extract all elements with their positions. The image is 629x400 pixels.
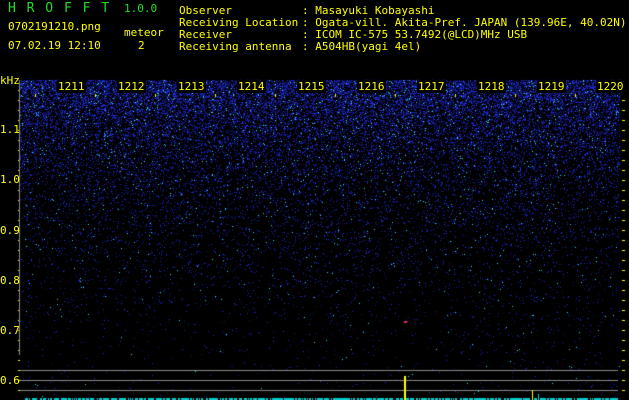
- file-name: 0702191210.png: [8, 20, 101, 33]
- file-datetime: 07.02.19 12:10: [8, 39, 101, 52]
- info-value-antenna: : A504HB(yagi 4el): [302, 40, 422, 53]
- info-value-receiver: : ICOM IC-575 53.7492(@LCD)MHz USB: [302, 28, 528, 41]
- info-label-location: Receiving Location: [179, 16, 299, 29]
- y-tick-label: 0.8: [0, 274, 20, 287]
- app-version: 1.0.0: [124, 2, 158, 15]
- y-tick-label: 0.7: [0, 324, 20, 337]
- info-value-observer: : Masayuki Kobayashi: [302, 4, 435, 17]
- info-label-observer: Observer: [179, 4, 232, 17]
- x-tick-label: 1215: [297, 80, 326, 93]
- app-logo: H R O F F T: [8, 1, 111, 16]
- info-label-antenna: Receiving antenna: [179, 40, 292, 53]
- x-tick-label: 1212: [117, 80, 146, 93]
- y-axis-unit: kHz: [0, 74, 20, 87]
- x-tick-label: 1218: [477, 80, 506, 93]
- meteor-label: meteor: [124, 26, 164, 39]
- y-tick-label: 0.9: [0, 224, 20, 237]
- y-tick-label: 1.1: [0, 123, 20, 136]
- meteor-count: 2: [138, 39, 145, 52]
- y-tick-label: 0.6: [0, 374, 20, 387]
- x-tick-label: 1216: [357, 80, 386, 93]
- x-tick-label: 1214: [237, 80, 266, 93]
- y-tick-label: 1.0: [0, 173, 20, 186]
- x-tick-label: 1217: [417, 80, 446, 93]
- x-tick-label: 1220: [596, 80, 625, 93]
- info-value-location: : Ogata-vill. Akita-Pref. JAPAN (139.96E…: [302, 16, 627, 29]
- x-tick-label: 1213: [177, 80, 206, 93]
- info-label-receiver: Receiver: [179, 28, 232, 41]
- x-tick-label: 1211: [57, 80, 86, 93]
- x-tick-label: 1219: [537, 80, 566, 93]
